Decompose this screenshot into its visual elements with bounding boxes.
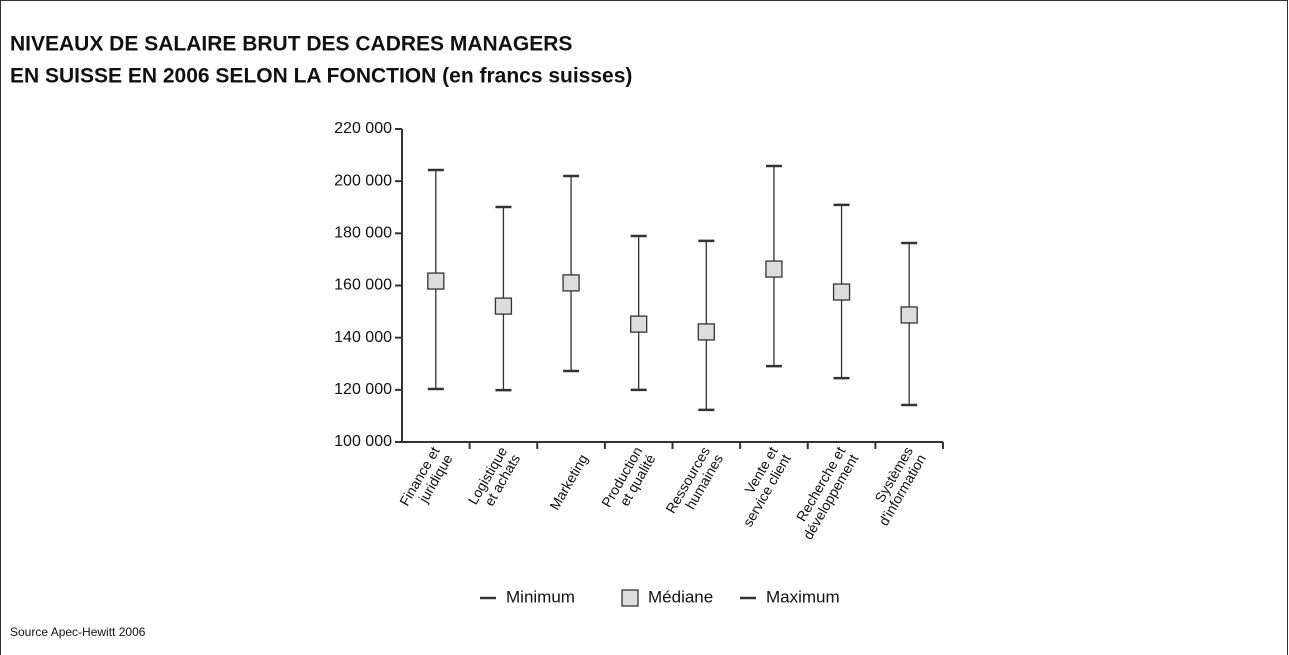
y-tick-label: 100 000 — [334, 433, 392, 450]
y-tick-label: 200 000 — [334, 172, 392, 189]
legend-label: Minimum — [506, 587, 575, 606]
chart-title: EN SUISSE EN 2006 SELON LA FONCTION (en … — [10, 65, 632, 88]
median-marker — [900, 306, 918, 324]
median-marker — [562, 274, 580, 292]
legend-label: Médiane — [648, 587, 713, 606]
median-marker — [427, 272, 445, 290]
x-tick-label: Marketing — [546, 451, 591, 512]
median-marker — [630, 315, 648, 333]
median-marker — [832, 283, 851, 301]
legend-label: Maximum — [766, 587, 840, 606]
y-tick-label: 160 000 — [334, 277, 392, 294]
y-tick-label: 120 000 — [334, 381, 392, 398]
y-tick-label: 180 000 — [334, 225, 392, 242]
source: Source Apec-Hewitt 2006 — [10, 625, 146, 639]
median-marker — [765, 260, 783, 278]
legend-swatch — [621, 589, 639, 607]
y-tick-label: 140 000 — [334, 329, 392, 346]
x-tick-label-line: Marketing — [546, 451, 591, 512]
median-marker — [697, 323, 715, 341]
chart-title: NIVEAUX DE SALAIRE BRUT DES CADRES MANAG… — [10, 33, 572, 56]
median-marker — [494, 297, 513, 315]
y-tick-label: 220 000 — [334, 120, 392, 137]
